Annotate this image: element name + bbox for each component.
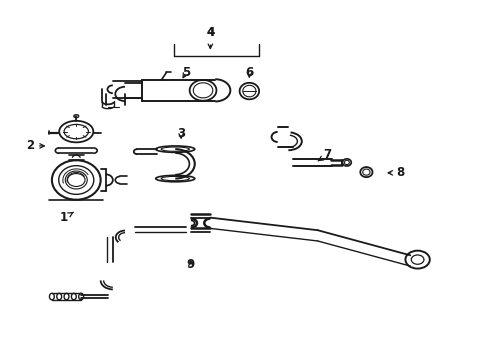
Text: 9: 9 — [186, 258, 195, 271]
Text: 4: 4 — [206, 27, 214, 40]
Text: 8: 8 — [387, 166, 404, 179]
Text: 6: 6 — [245, 66, 253, 79]
Text: 1: 1 — [60, 211, 73, 224]
Text: 2: 2 — [26, 139, 44, 152]
Text: 7: 7 — [318, 148, 331, 161]
Text: 5: 5 — [182, 66, 190, 79]
Text: 3: 3 — [177, 127, 185, 140]
Text: 4: 4 — [206, 27, 214, 49]
